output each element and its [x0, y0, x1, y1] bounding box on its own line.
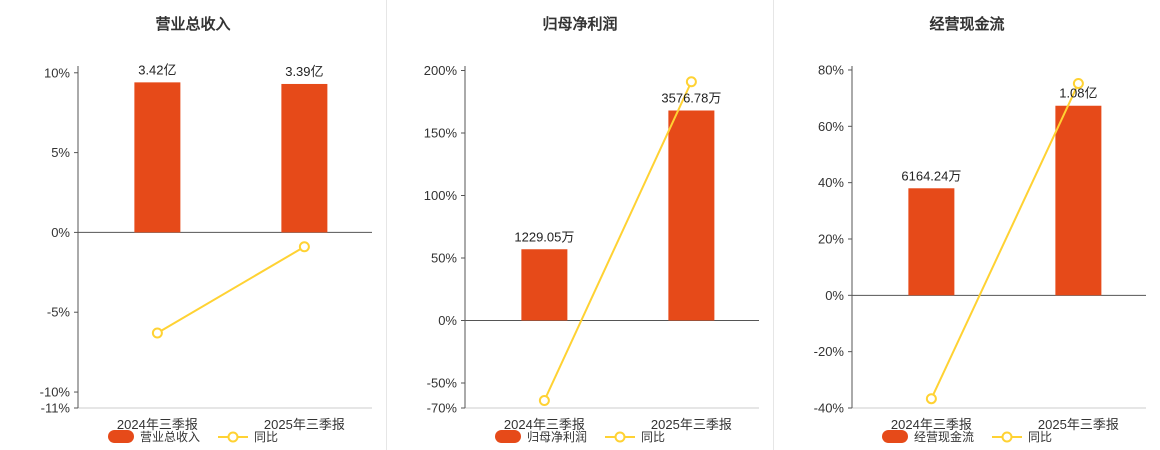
bar [1055, 105, 1102, 296]
y-tick-label: 10% [44, 65, 70, 80]
chart-legend: 经营现金流 同比 [774, 428, 1160, 445]
y-tick-label: -50% [427, 376, 458, 391]
y-tick-label: -20% [814, 344, 845, 359]
y-tick-label: 0% [438, 313, 457, 328]
bar [668, 110, 715, 321]
bar-value-label: 6164.24万 [901, 168, 961, 183]
line-marker-icon [605, 430, 635, 443]
yoy-line [930, 83, 1080, 400]
yoy-marker [538, 395, 550, 406]
y-tick-label: 50% [431, 251, 457, 266]
net-profit-chart-plot: 200% 150% 100% 50% 0% -50% -70% 1229.05万 3576.78… [424, 63, 759, 432]
legend-item-bar[interactable]: 经营现金流 [881, 428, 974, 445]
y-tick-label: -5% [47, 305, 71, 320]
y-tick-label: -11% [41, 401, 71, 416]
y-tick-label: 60% [818, 119, 844, 134]
x-axis-label: 2024年三季报 [891, 417, 972, 432]
yoy-marker [1072, 77, 1084, 89]
line-marker-icon [218, 430, 248, 443]
legend-line-label: 同比 [254, 430, 279, 444]
line-marker-icon [992, 430, 1022, 443]
legend-item-bar[interactable]: 营业总收入 [107, 428, 200, 445]
y-tick-label: 20% [818, 231, 844, 246]
legend-bar-label: 营业总收入 [139, 430, 200, 444]
x-axis-label: 2025年三季报 [1038, 417, 1119, 432]
y-tick-label: 150% [424, 126, 458, 141]
panel-cash-flow: 经营现金流 80% 60% 40% 20% 0% -20% -40% 6164.24万 1.08… [773, 0, 1160, 450]
cash-flow-chart-plot: 80% 60% 40% 20% 0% -20% -40% 6164.24万 1.08亿 2024年… [814, 62, 1146, 432]
yoy-marker [685, 76, 697, 88]
bar-swatch-icon [881, 430, 908, 443]
yoy-marker [925, 393, 937, 405]
yoy-line [543, 81, 693, 401]
panel-revenue: 营业总收入 10% 5% 0% -5% -10% -11% 3.42亿 3.39亿 2024年三… [0, 0, 386, 450]
chart-legend: 归母净利润 同比 [387, 428, 773, 445]
yoy-marker [151, 327, 163, 339]
x-axis-label: 2024年三季报 [504, 417, 585, 432]
bar-swatch-icon [494, 430, 521, 443]
y-tick-label: 100% [424, 188, 458, 203]
bar [908, 188, 955, 296]
bar [521, 249, 568, 321]
chart-title: 营业总收入 [155, 16, 231, 33]
panel-net-profit: 归母净利润 200% 150% 100% 50% 0% -50% -70% 1229.05万 3… [386, 0, 773, 450]
legend-item-bar[interactable]: 归母净利润 [494, 428, 587, 445]
chart-title: 经营现金流 [929, 16, 1005, 33]
revenue-chart-plot: 10% 5% 0% -5% -10%-11% 3.42亿 3.39亿 2024年三季报 2025… [40, 62, 372, 432]
chart-legend: 营业总收入 同比 [0, 428, 386, 445]
y-tick-label: -40% [814, 401, 845, 416]
legend-bar-label: 归母净利润 [526, 430, 587, 444]
y-tick-label: -10% [40, 385, 71, 400]
y-tick-label: 40% [818, 175, 844, 190]
bar-value-label: 3.42亿 [138, 62, 176, 77]
y-tick-label: 0% [51, 225, 70, 240]
x-axis-label: 2025年三季报 [651, 417, 732, 432]
yoy-line [156, 245, 305, 334]
legend-item-line[interactable]: 同比 [992, 428, 1052, 445]
y-tick-label: -70% [427, 401, 458, 416]
bar-value-label: 3.39亿 [285, 64, 323, 79]
legend-item-line[interactable]: 同比 [218, 428, 278, 445]
legend-line-label: 同比 [641, 430, 666, 444]
legend-item-line[interactable]: 同比 [605, 428, 665, 445]
legend-bar-label: 经营现金流 [913, 430, 974, 444]
x-axis-label: 2024年三季报 [117, 417, 198, 432]
y-tick-label: 5% [51, 145, 70, 160]
bar [281, 83, 328, 233]
y-tick-label: 200% [424, 63, 458, 78]
bar [134, 82, 181, 233]
y-tick-label: 80% [818, 62, 844, 77]
bar-value-label: 3576.78万 [661, 91, 721, 106]
bar-value-label: 1.08亿 [1059, 86, 1097, 101]
bar-swatch-icon [107, 430, 134, 443]
yoy-marker [298, 241, 310, 253]
legend-line-label: 同比 [1028, 430, 1053, 444]
chart-title: 归母净利润 [542, 16, 618, 33]
x-axis-label: 2025年三季报 [264, 417, 345, 432]
bar-value-label: 1229.05万 [514, 229, 574, 244]
y-tick-label: 0% [825, 288, 844, 303]
